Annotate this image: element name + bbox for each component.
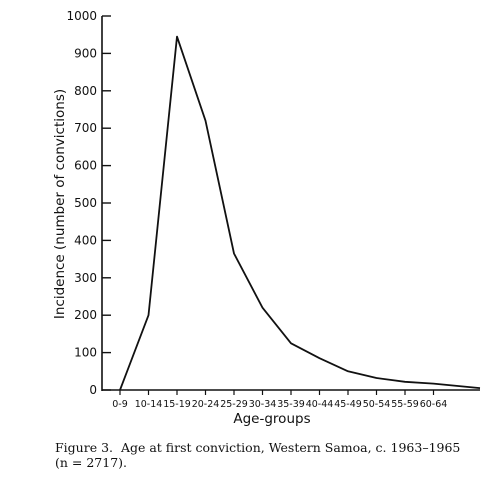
- x-tick-label: 35-39: [277, 399, 305, 410]
- y-tick-label: 600: [74, 159, 97, 173]
- x-tick-label: 40-44: [306, 399, 334, 410]
- x-tick-label: 50-54: [363, 399, 391, 410]
- y-tick-label: 0: [89, 383, 97, 397]
- x-tick-label: 55-59: [391, 399, 419, 410]
- y-tick-label: 900: [74, 46, 97, 60]
- y-tick-label: 800: [74, 84, 97, 98]
- x-tick-label: 20-24: [192, 399, 220, 410]
- y-tick-label: 200: [74, 308, 97, 322]
- y-tick-label: 1000: [66, 9, 97, 23]
- x-tick-label: 60-64: [420, 399, 448, 410]
- chart: 0 100 200 300 400 500 600 700 800 900 1000 0-9 10-1…: [52, 9, 481, 427]
- x-tick-label: 15-19: [163, 399, 191, 410]
- x-axis-title: Age-groups: [233, 411, 310, 427]
- x-tick-label: 45-49: [334, 399, 362, 410]
- y-tick-label: 100: [74, 346, 97, 360]
- y-ticks: 0 100 200 300 400 500 600 700 800 900 1000: [66, 9, 111, 397]
- x-tick-label: 10-14: [135, 399, 163, 410]
- y-tick-label: 400: [74, 233, 97, 247]
- figure-caption: Figure 3. Age at first conviction, Weste…: [55, 440, 465, 470]
- y-axis-title: Incidence (number of convictions): [52, 89, 68, 319]
- x-tick-label: 0-9: [112, 399, 128, 410]
- x-tick-label: 25-29: [220, 399, 248, 410]
- y-tick-label: 500: [74, 196, 97, 210]
- x-ticks: 0-9 10-14 15-19 20-24 25-29 30-34 35-39 40-44 45…: [112, 390, 447, 410]
- y-tick-label: 700: [74, 121, 97, 135]
- series-line: [119, 35, 481, 391]
- y-tick-label: 300: [74, 271, 97, 285]
- caption-text: Age at first conviction, Western Samoa, …: [55, 440, 461, 470]
- caption-label: Figure 3.: [55, 440, 113, 455]
- x-tick-label: 30-34: [249, 399, 277, 410]
